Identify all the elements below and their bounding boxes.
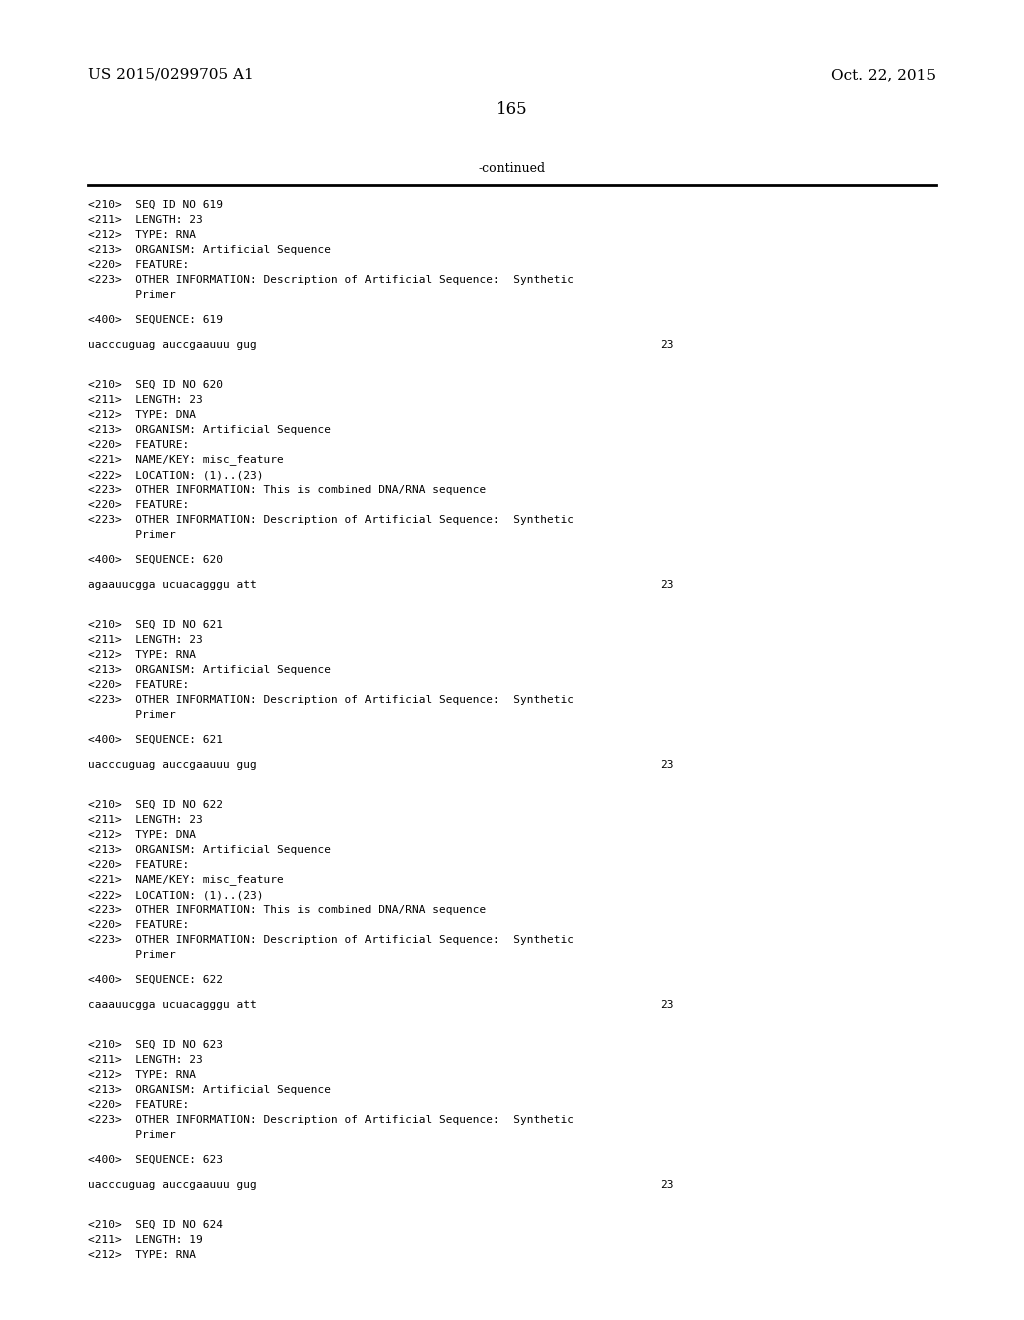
Text: <221>  NAME/KEY: misc_feature: <221> NAME/KEY: misc_feature	[88, 454, 284, 466]
Text: <222>  LOCATION: (1)..(23): <222> LOCATION: (1)..(23)	[88, 890, 263, 900]
Text: agaauucgga ucuacagggu att: agaauucgga ucuacagggu att	[88, 579, 257, 590]
Text: <212>  TYPE: RNA: <212> TYPE: RNA	[88, 649, 196, 660]
Text: Primer: Primer	[88, 950, 176, 960]
Text: <211>  LENGTH: 23: <211> LENGTH: 23	[88, 814, 203, 825]
Text: <210>  SEQ ID NO 620: <210> SEQ ID NO 620	[88, 380, 223, 389]
Text: <220>  FEATURE:: <220> FEATURE:	[88, 260, 189, 271]
Text: <212>  TYPE: RNA: <212> TYPE: RNA	[88, 1071, 196, 1080]
Text: <210>  SEQ ID NO 621: <210> SEQ ID NO 621	[88, 620, 223, 630]
Text: <400>  SEQUENCE: 620: <400> SEQUENCE: 620	[88, 554, 223, 565]
Text: US 2015/0299705 A1: US 2015/0299705 A1	[88, 69, 254, 82]
Text: <400>  SEQUENCE: 623: <400> SEQUENCE: 623	[88, 1155, 223, 1166]
Text: <223>  OTHER INFORMATION: Description of Artificial Sequence:  Synthetic: <223> OTHER INFORMATION: Description of …	[88, 696, 574, 705]
Text: <211>  LENGTH: 23: <211> LENGTH: 23	[88, 635, 203, 645]
Text: uacccuguag auccgaauuu gug: uacccuguag auccgaauuu gug	[88, 1180, 257, 1191]
Text: <221>  NAME/KEY: misc_feature: <221> NAME/KEY: misc_feature	[88, 875, 284, 886]
Text: <400>  SEQUENCE: 622: <400> SEQUENCE: 622	[88, 975, 223, 985]
Text: uacccuguag auccgaauuu gug: uacccuguag auccgaauuu gug	[88, 341, 257, 350]
Text: <220>  FEATURE:: <220> FEATURE:	[88, 920, 189, 931]
Text: <211>  LENGTH: 23: <211> LENGTH: 23	[88, 1055, 203, 1065]
Text: <222>  LOCATION: (1)..(23): <222> LOCATION: (1)..(23)	[88, 470, 263, 480]
Text: <213>  ORGANISM: Artificial Sequence: <213> ORGANISM: Artificial Sequence	[88, 845, 331, 855]
Text: <223>  OTHER INFORMATION: This is combined DNA/RNA sequence: <223> OTHER INFORMATION: This is combine…	[88, 906, 486, 915]
Text: 23: 23	[660, 341, 674, 350]
Text: <212>  TYPE: RNA: <212> TYPE: RNA	[88, 1250, 196, 1261]
Text: 165: 165	[497, 102, 527, 119]
Text: <220>  FEATURE:: <220> FEATURE:	[88, 1100, 189, 1110]
Text: <213>  ORGANISM: Artificial Sequence: <213> ORGANISM: Artificial Sequence	[88, 665, 331, 675]
Text: <213>  ORGANISM: Artificial Sequence: <213> ORGANISM: Artificial Sequence	[88, 425, 331, 436]
Text: <211>  LENGTH: 23: <211> LENGTH: 23	[88, 395, 203, 405]
Text: <220>  FEATURE:: <220> FEATURE:	[88, 440, 189, 450]
Text: Oct. 22, 2015: Oct. 22, 2015	[831, 69, 936, 82]
Text: <211>  LENGTH: 19: <211> LENGTH: 19	[88, 1236, 203, 1245]
Text: Primer: Primer	[88, 710, 176, 719]
Text: 23: 23	[660, 579, 674, 590]
Text: -continued: -continued	[478, 161, 546, 174]
Text: <212>  TYPE: RNA: <212> TYPE: RNA	[88, 230, 196, 240]
Text: uacccuguag auccgaauuu gug: uacccuguag auccgaauuu gug	[88, 760, 257, 770]
Text: 23: 23	[660, 1001, 674, 1010]
Text: caaauucgga ucuacagggu att: caaauucgga ucuacagggu att	[88, 1001, 257, 1010]
Text: <210>  SEQ ID NO 623: <210> SEQ ID NO 623	[88, 1040, 223, 1049]
Text: <220>  FEATURE:: <220> FEATURE:	[88, 680, 189, 690]
Text: <223>  OTHER INFORMATION: Description of Artificial Sequence:  Synthetic: <223> OTHER INFORMATION: Description of …	[88, 515, 574, 525]
Text: <400>  SEQUENCE: 621: <400> SEQUENCE: 621	[88, 735, 223, 744]
Text: <210>  SEQ ID NO 622: <210> SEQ ID NO 622	[88, 800, 223, 810]
Text: Primer: Primer	[88, 290, 176, 300]
Text: <212>  TYPE: DNA: <212> TYPE: DNA	[88, 411, 196, 420]
Text: 23: 23	[660, 1180, 674, 1191]
Text: <220>  FEATURE:: <220> FEATURE:	[88, 861, 189, 870]
Text: 23: 23	[660, 760, 674, 770]
Text: Primer: Primer	[88, 531, 176, 540]
Text: <211>  LENGTH: 23: <211> LENGTH: 23	[88, 215, 203, 224]
Text: <212>  TYPE: DNA: <212> TYPE: DNA	[88, 830, 196, 840]
Text: <210>  SEQ ID NO 619: <210> SEQ ID NO 619	[88, 201, 223, 210]
Text: <213>  ORGANISM: Artificial Sequence: <213> ORGANISM: Artificial Sequence	[88, 1085, 331, 1096]
Text: <223>  OTHER INFORMATION: Description of Artificial Sequence:  Synthetic: <223> OTHER INFORMATION: Description of …	[88, 1115, 574, 1125]
Text: <210>  SEQ ID NO 624: <210> SEQ ID NO 624	[88, 1220, 223, 1230]
Text: <220>  FEATURE:: <220> FEATURE:	[88, 500, 189, 510]
Text: <400>  SEQUENCE: 619: <400> SEQUENCE: 619	[88, 315, 223, 325]
Text: <223>  OTHER INFORMATION: This is combined DNA/RNA sequence: <223> OTHER INFORMATION: This is combine…	[88, 484, 486, 495]
Text: <213>  ORGANISM: Artificial Sequence: <213> ORGANISM: Artificial Sequence	[88, 246, 331, 255]
Text: <223>  OTHER INFORMATION: Description of Artificial Sequence:  Synthetic: <223> OTHER INFORMATION: Description of …	[88, 275, 574, 285]
Text: <223>  OTHER INFORMATION: Description of Artificial Sequence:  Synthetic: <223> OTHER INFORMATION: Description of …	[88, 935, 574, 945]
Text: Primer: Primer	[88, 1130, 176, 1140]
